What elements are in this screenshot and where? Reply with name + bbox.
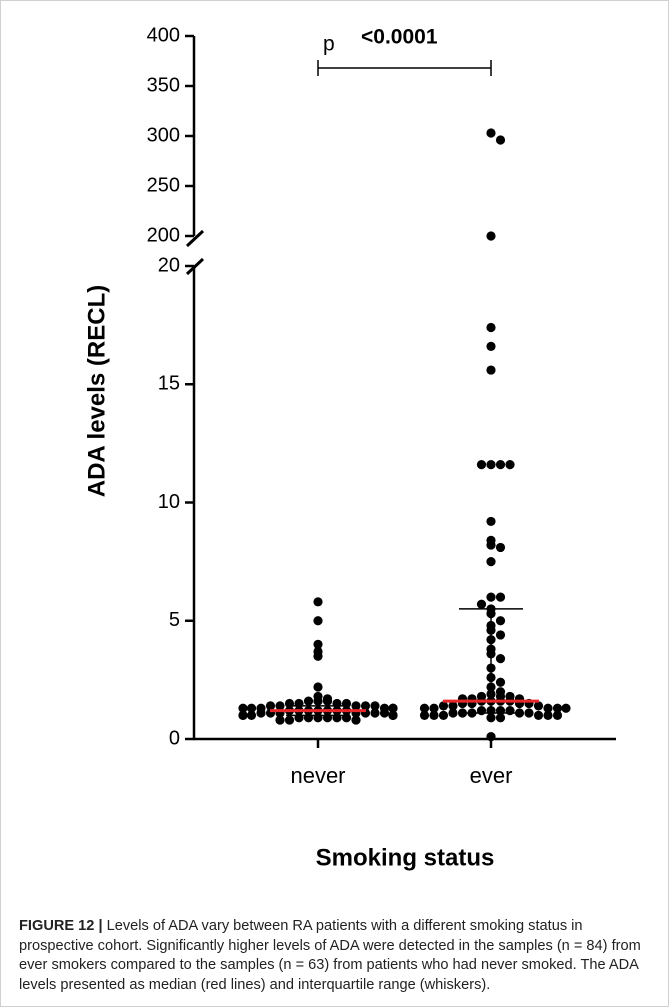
data-point bbox=[486, 592, 496, 602]
data-point bbox=[495, 616, 506, 626]
data-point bbox=[370, 708, 380, 718]
data-point bbox=[379, 708, 390, 718]
y-tick-label: 400 bbox=[147, 24, 180, 46]
data-point bbox=[246, 703, 257, 713]
data-point bbox=[322, 713, 333, 723]
data-point bbox=[313, 639, 323, 650]
data-point bbox=[238, 703, 248, 713]
data-point bbox=[476, 460, 487, 470]
data-point bbox=[313, 682, 323, 692]
y-axis-title: ADA levels (RECL) bbox=[83, 285, 110, 497]
data-point bbox=[294, 713, 304, 723]
data-point bbox=[486, 713, 496, 723]
data-point bbox=[495, 653, 506, 664]
data-point bbox=[495, 713, 506, 723]
data-point bbox=[360, 701, 371, 711]
data-point bbox=[486, 365, 496, 375]
y-tick-label: 10 bbox=[158, 491, 180, 513]
data-point bbox=[476, 706, 487, 716]
y-tick-label: 15 bbox=[158, 373, 180, 395]
annotation-p: p bbox=[323, 33, 335, 56]
data-point bbox=[486, 128, 496, 138]
x-axis-title: Smoking status bbox=[316, 844, 495, 871]
caption: FIGURE 12 | Levels of ADA vary between R… bbox=[19, 917, 651, 995]
data-point bbox=[438, 701, 449, 711]
data-point bbox=[486, 540, 496, 550]
data-point bbox=[303, 696, 314, 706]
data-point bbox=[370, 701, 380, 711]
data-point bbox=[246, 710, 257, 720]
data-point bbox=[351, 715, 361, 725]
data-point bbox=[429, 703, 439, 713]
chart: ADA levels (RECL) Smoking status 0 5 10 15 2… bbox=[83, 24, 616, 871]
data-point bbox=[322, 696, 333, 706]
data-point bbox=[533, 701, 544, 711]
data-point bbox=[313, 597, 323, 607]
data-point bbox=[265, 701, 276, 711]
data-point bbox=[341, 713, 352, 723]
data-point bbox=[313, 696, 323, 706]
x-tick-label: ever bbox=[470, 763, 513, 788]
data-point bbox=[419, 703, 430, 713]
y-tick-label: 5 bbox=[169, 609, 180, 631]
data-point bbox=[313, 616, 323, 626]
data-point bbox=[313, 651, 323, 661]
data-point bbox=[486, 557, 496, 567]
break-mark bbox=[185, 229, 205, 248]
data-point bbox=[275, 701, 285, 711]
data-point bbox=[486, 460, 496, 470]
data-point bbox=[505, 460, 515, 470]
data-point bbox=[238, 710, 248, 720]
data-point bbox=[351, 701, 361, 711]
data-point bbox=[524, 708, 534, 718]
data-point bbox=[495, 542, 506, 553]
data-point bbox=[543, 703, 553, 713]
data-point bbox=[552, 710, 563, 720]
data-point bbox=[543, 710, 553, 720]
data-point bbox=[303, 713, 314, 723]
data-point bbox=[552, 703, 563, 713]
data-point bbox=[332, 713, 342, 723]
data-point bbox=[284, 715, 295, 725]
data-point bbox=[429, 710, 439, 720]
data-point bbox=[419, 710, 430, 720]
data-point bbox=[438, 710, 449, 720]
data-point bbox=[495, 460, 506, 470]
y-tick-label: 250 bbox=[147, 174, 180, 196]
data-point bbox=[476, 599, 487, 609]
data-point bbox=[486, 732, 496, 742]
data-point bbox=[533, 710, 544, 720]
x-tick-label: never bbox=[290, 763, 345, 788]
data-point bbox=[486, 231, 496, 241]
data-point bbox=[388, 703, 398, 713]
data-point bbox=[495, 135, 506, 145]
y-tick-label: 350 bbox=[147, 74, 180, 96]
y-tick-label: 300 bbox=[147, 124, 180, 146]
annotation-value: <0.0001 bbox=[361, 26, 438, 49]
data-point bbox=[448, 701, 458, 711]
data-point bbox=[505, 706, 515, 716]
y-tick-label: 20 bbox=[158, 254, 180, 276]
data-point bbox=[448, 708, 458, 718]
data-point bbox=[486, 322, 496, 333]
data-point bbox=[495, 677, 506, 687]
y-tick-label: 0 bbox=[169, 727, 180, 749]
y-tick-label: 200 bbox=[147, 224, 180, 246]
data-point bbox=[495, 592, 506, 602]
data-point bbox=[486, 516, 496, 527]
data-point bbox=[561, 703, 571, 713]
data-point bbox=[388, 710, 398, 720]
caption-text: Levels of ADA vary between RA patients w… bbox=[19, 918, 641, 993]
data-point bbox=[275, 715, 285, 725]
data-point bbox=[256, 708, 266, 718]
data-point bbox=[495, 630, 506, 640]
data-point bbox=[486, 341, 496, 352]
caption-label: FIGURE 12 | bbox=[19, 918, 103, 934]
